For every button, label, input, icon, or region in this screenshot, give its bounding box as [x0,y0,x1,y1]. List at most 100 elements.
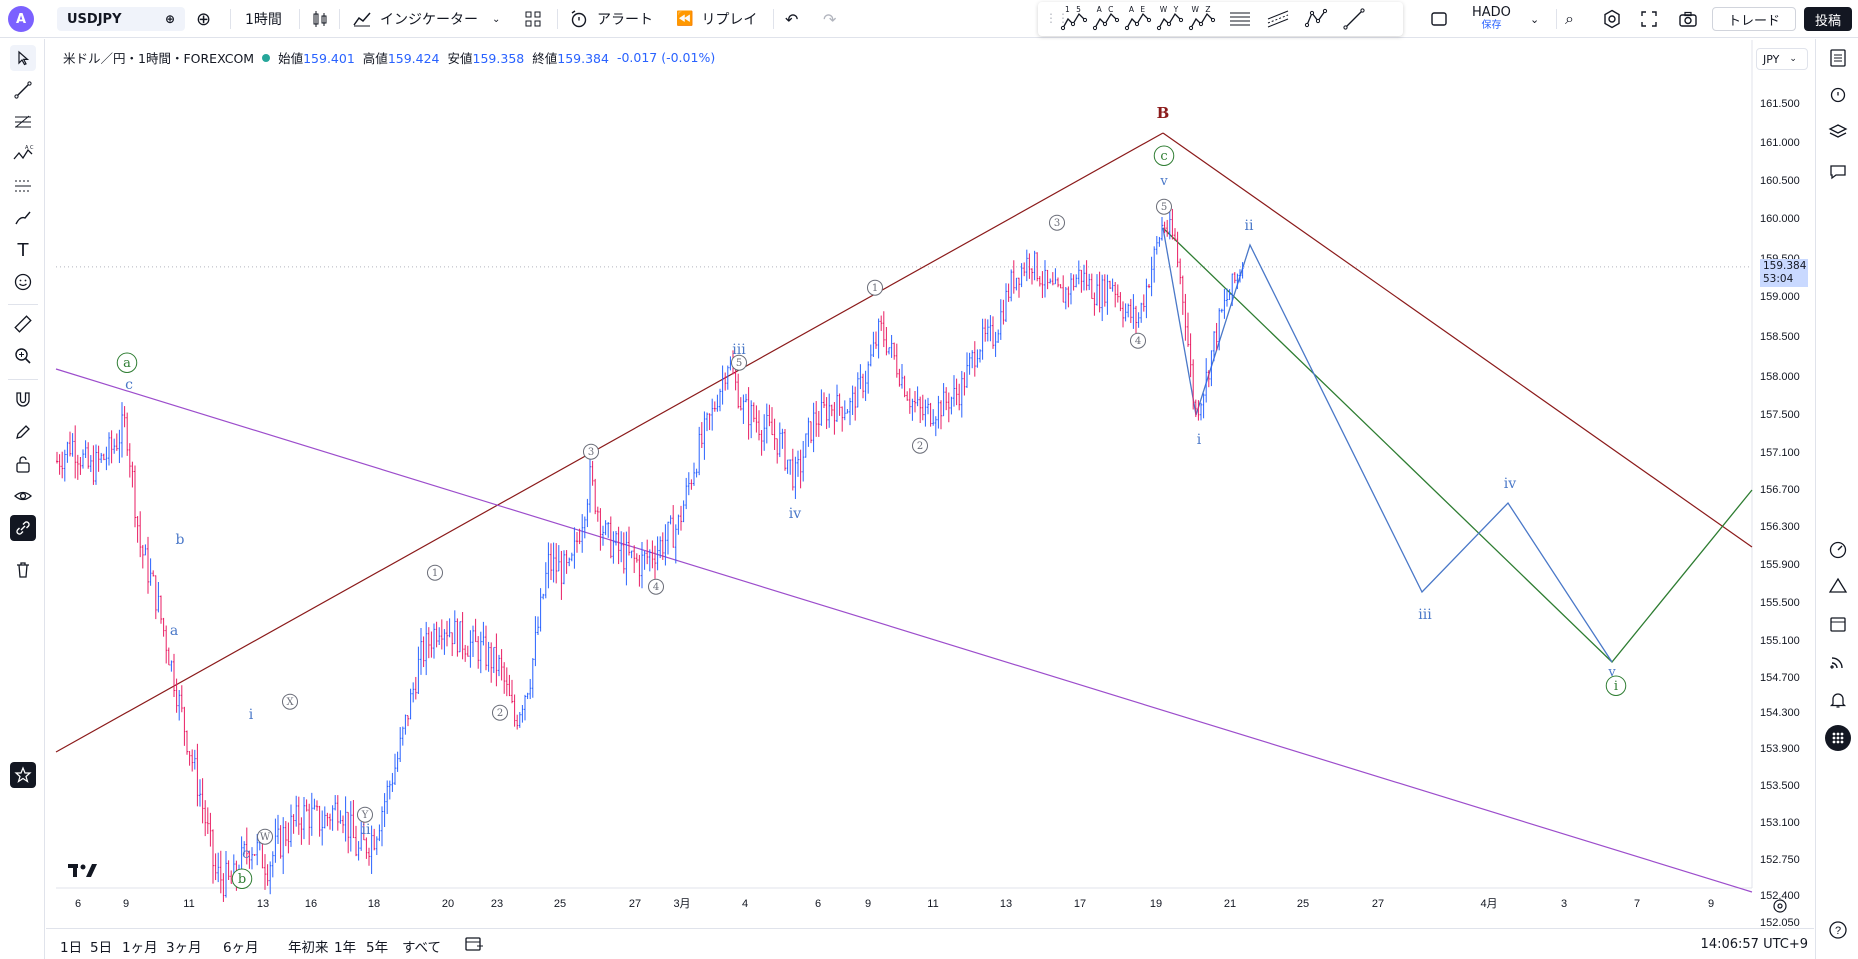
wave-label[interactable]: 1 [427,564,443,581]
help-icon[interactable]: ? [1825,917,1851,943]
fullscreen-icon[interactable] [1640,0,1658,38]
link-icon[interactable] [10,515,36,541]
wave-label[interactable]: a [116,352,138,373]
wave-projection-blue[interactable] [1162,227,1613,663]
wave-label[interactable]: 4 [648,578,664,595]
wave-label[interactable]: b [176,532,185,548]
wave-label[interactable]: c [242,846,250,862]
line-tool-icon[interactable] [1342,7,1366,31]
speedometer-icon[interactable] [1825,537,1851,563]
wave-label[interactable]: iv [789,506,801,522]
emoji-icon[interactable] [10,269,36,295]
time-axis-settings-icon[interactable] [1772,898,1788,918]
layout-grid-icon[interactable] [524,0,542,38]
redo-icon[interactable]: ↷ [823,9,837,29]
elliott-ae-icon[interactable]: A E [1124,5,1152,33]
trade-button[interactable]: トレード [1712,7,1796,31]
eye-icon[interactable] [10,483,36,509]
wave-label[interactable]: 5 [731,354,747,371]
fib-channel-icon[interactable] [1228,7,1252,31]
layout-name[interactable]: HADO 保存 [1472,0,1511,38]
range-button[interactable]: 1年 [334,940,357,956]
elliott-wy-icon[interactable]: W Y [1156,5,1184,33]
watchlist-icon[interactable] [1825,45,1851,71]
wave-label[interactable]: v [1607,665,1616,680]
range-button[interactable]: 3ヶ月 [166,940,202,956]
wave-label[interactable]: i [1605,675,1627,696]
camera-icon[interactable] [1678,0,1698,38]
wave-label[interactable]: Y [357,806,373,823]
path-icon[interactable] [1304,7,1328,31]
wave-label[interactable]: 4 [1130,332,1146,349]
wave-label[interactable]: iii [1418,607,1432,623]
elliott-ac-icon[interactable]: A C [1092,5,1120,33]
indicators-button[interactable]: インジケーター ⌄ [352,0,500,38]
range-button[interactable]: 1日 [60,940,83,956]
tradingview-logo[interactable] [68,862,98,883]
trendline-down-red[interactable] [1162,132,1753,548]
stream-icon[interactable] [1825,649,1851,675]
stay-drawing-icon[interactable] [10,419,36,445]
wave-label[interactable]: b [231,868,253,889]
ideas-icon[interactable] [1825,573,1851,599]
settings-gear-icon[interactable] [1602,0,1622,38]
trash-icon[interactable] [10,557,36,583]
user-avatar[interactable]: A [8,6,34,32]
cursor-icon[interactable] [10,45,36,71]
apps-grid-icon[interactable] [1825,725,1851,751]
elliott-15-icon[interactable]: 1 5 [1060,5,1088,33]
range-button[interactable]: 年初来 [288,940,329,956]
symbol-description[interactable]: 米ドル／円・1時間・FOREXCOM [63,51,255,66]
notification-bell-icon[interactable] [1825,687,1851,713]
magnet-icon[interactable] [10,386,36,412]
brush-icon[interactable] [10,205,36,231]
range-button[interactable]: 6ヶ月 [223,940,259,956]
wave-label[interactable]: i [249,707,254,723]
wave-label[interactable]: 2 [912,437,928,454]
layers-icon[interactable] [1825,119,1851,145]
wave-label[interactable]: B [1157,104,1170,122]
ruler-icon[interactable] [10,311,36,337]
trend-line-icon[interactable] [10,77,36,103]
range-button[interactable]: すべて [402,940,442,956]
channel-line-purple[interactable] [55,368,1753,893]
wave-label[interactable]: a [170,623,178,639]
drag-handle-icon[interactable]: ⋮⋮ [1045,11,1069,25]
wave-label[interactable]: c [125,377,133,393]
quick-search-icon[interactable]: ⌕ [1565,9,1574,28]
alerts-clock-icon[interactable] [1825,81,1851,107]
favorites-star-icon[interactable] [10,762,36,788]
wave-label[interactable]: 1 [867,279,883,296]
wave-projection-green[interactable] [1162,227,1753,663]
add-symbol-icon[interactable]: ⊕ [196,8,212,30]
range-button[interactable]: 5年 [366,940,389,956]
range-button[interactable]: 5日 [90,940,113,956]
wave-label[interactable]: c [1153,145,1175,166]
wave-label[interactable]: 5 [1156,198,1172,215]
elliott-wz-icon[interactable]: W Z [1188,5,1216,33]
fib-retracement-icon[interactable] [10,109,36,135]
trendline-upper-red[interactable] [55,132,1164,753]
chart-type-icon[interactable] [311,0,329,38]
symbol-search[interactable]: USDJPY ⊕ [57,7,185,31]
pattern-icon[interactable]: A C [10,141,36,167]
currency-selector[interactable]: JPY ⌄ [1756,48,1808,70]
calendar-icon[interactable] [1825,611,1851,637]
chevron-down-icon[interactable]: ⌄ [1530,12,1540,26]
rectangle-icon[interactable] [1430,0,1448,38]
wave-label[interactable]: ii [1245,218,1254,234]
zoom-in-icon[interactable] [10,343,36,369]
wave-label[interactable]: X [282,693,298,710]
wave-label[interactable]: 2 [492,704,508,721]
wave-label[interactable]: v [1159,174,1168,189]
wave-label[interactable]: iii [732,342,746,358]
publish-button[interactable]: 投稿 [1804,7,1852,31]
forecast-icon[interactable] [10,173,36,199]
range-button[interactable]: 1ヶ月 [122,940,158,956]
wave-label[interactable]: ii [362,822,371,838]
goto-date-icon[interactable] [464,935,484,957]
wave-label[interactable]: i [1197,432,1202,448]
alert-button[interactable]: アラート [569,0,653,38]
wave-label[interactable]: 3 [1049,214,1065,231]
